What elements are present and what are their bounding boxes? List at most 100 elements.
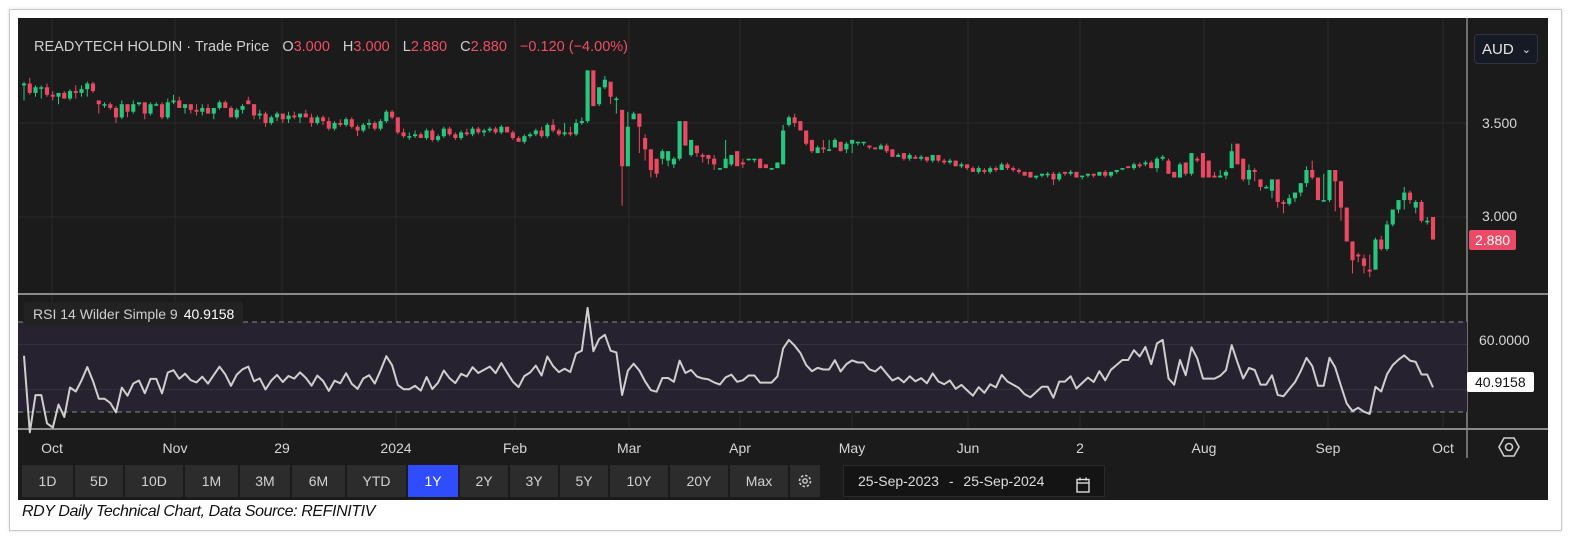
candle-up (1120, 168, 1125, 170)
candle-up (574, 123, 579, 135)
candle-up (602, 79, 607, 88)
settings-icon[interactable] (1498, 436, 1520, 463)
candle-up (1396, 200, 1401, 210)
candle-down (1062, 171, 1068, 174)
range-button-1d[interactable]: 1D (22, 465, 73, 497)
candle-down (913, 156, 918, 159)
candle-up (717, 168, 722, 170)
chart-plot[interactable] (18, 18, 1548, 500)
range-button-3m[interactable]: 3M (240, 465, 290, 497)
candle-down (177, 100, 182, 108)
range-button-5d[interactable]: 5D (75, 465, 123, 497)
candle-up (366, 123, 372, 125)
candle-down (1235, 143, 1240, 165)
date-to: 25-Sep-2024 (963, 473, 1045, 489)
calendar-icon[interactable] (1076, 473, 1090, 500)
range-settings-gear-icon[interactable] (790, 465, 820, 497)
x-axis-label: 29 (274, 440, 290, 456)
candle-up (1154, 158, 1160, 169)
candle-up (1402, 192, 1407, 201)
range-button-5y[interactable]: 5Y (560, 465, 608, 497)
candle-up (85, 83, 90, 90)
candle-down (1315, 177, 1321, 201)
candle-up (424, 130, 429, 139)
candle-down (924, 156, 929, 161)
candle-down (648, 149, 653, 170)
candle-up (988, 168, 993, 172)
candle-up (1189, 153, 1194, 174)
x-axis-label: Mar (616, 440, 642, 456)
x-axis-label: Feb (502, 440, 528, 456)
candle-down (355, 126, 360, 131)
currency-value: AUD (1482, 41, 1514, 58)
date-range-picker[interactable]: 25-Sep-2023 - 25-Sep-2024 (843, 465, 1105, 497)
range-button-1y[interactable]: 1Y (408, 465, 458, 497)
range-button-ytd[interactable]: YTD (347, 465, 406, 497)
candle-down (1103, 171, 1108, 176)
candle-down (395, 117, 400, 133)
last-price-tag: 2.880 (1469, 230, 1517, 250)
candle-up (855, 141, 860, 144)
candle-down (1183, 162, 1188, 174)
candle-down (1333, 170, 1338, 182)
candle-down (1419, 201, 1424, 221)
range-button-1m[interactable]: 1M (185, 465, 238, 497)
candle-down (901, 153, 906, 159)
candle-up (1269, 179, 1275, 191)
candle-down (700, 154, 705, 157)
candle-down (1005, 164, 1010, 169)
candle-up (343, 119, 349, 125)
candle-down (1200, 153, 1206, 178)
range-button-10d[interactable]: 10D (125, 465, 183, 497)
candle-down (1241, 158, 1246, 180)
candle-up (1218, 175, 1223, 178)
candle-up (1304, 170, 1309, 184)
range-button-10y[interactable]: 10Y (610, 465, 668, 497)
rsi-legend: RSI 14 Wilder Simple 9 40.9158 (24, 302, 244, 326)
x-axis-label: Nov (162, 440, 188, 456)
candle-down (1275, 179, 1280, 202)
candle-up (21, 83, 27, 86)
high-label: H (342, 39, 354, 55)
candle-down (1338, 181, 1344, 208)
candle-up (878, 145, 883, 150)
candle-down (643, 138, 648, 150)
currency-select[interactable]: AUD ⌄ (1474, 34, 1538, 64)
candle-up (614, 98, 619, 101)
candle-up (533, 130, 538, 135)
range-button-2y[interactable]: 2Y (460, 465, 508, 497)
candle-up (1292, 192, 1298, 199)
range-button-max[interactable]: Max (730, 465, 788, 497)
candle-down (1195, 158, 1200, 161)
candle-up (171, 100, 176, 103)
candle-down (108, 104, 113, 108)
range-button-6m[interactable]: 6M (292, 465, 345, 497)
chart-caption: RDY Daily Technical Chart, Data Source: … (22, 503, 375, 520)
candle-up (1413, 201, 1418, 208)
candle-down (1137, 164, 1142, 167)
candle-down (740, 162, 745, 165)
candle-down (556, 130, 561, 135)
candle-up (1384, 224, 1390, 249)
candle-up (1080, 175, 1085, 178)
candle-down (970, 168, 975, 172)
candle-down (1344, 207, 1349, 242)
candle-down (1022, 171, 1027, 176)
rsi-value: 40.9158 (183, 306, 235, 322)
range-button-20y[interactable]: 20Y (670, 465, 728, 497)
candle-up (781, 130, 786, 165)
candle-down (1407, 192, 1413, 201)
candle-down (694, 145, 699, 154)
candle-up (412, 134, 418, 137)
close-label: C (460, 39, 471, 55)
range-button-3y[interactable]: 3Y (510, 465, 558, 497)
candle-up (499, 126, 504, 133)
candle-down (142, 102, 147, 114)
candle-down (1074, 171, 1079, 178)
candle-up (861, 141, 866, 144)
candle-down (303, 113, 308, 118)
technical-chart[interactable]: READYTECH HOLDIN · Trade Price O3.000 H3… (18, 18, 1548, 500)
candle-down (804, 130, 809, 144)
candle-down (418, 134, 423, 139)
candle-down (90, 83, 96, 92)
